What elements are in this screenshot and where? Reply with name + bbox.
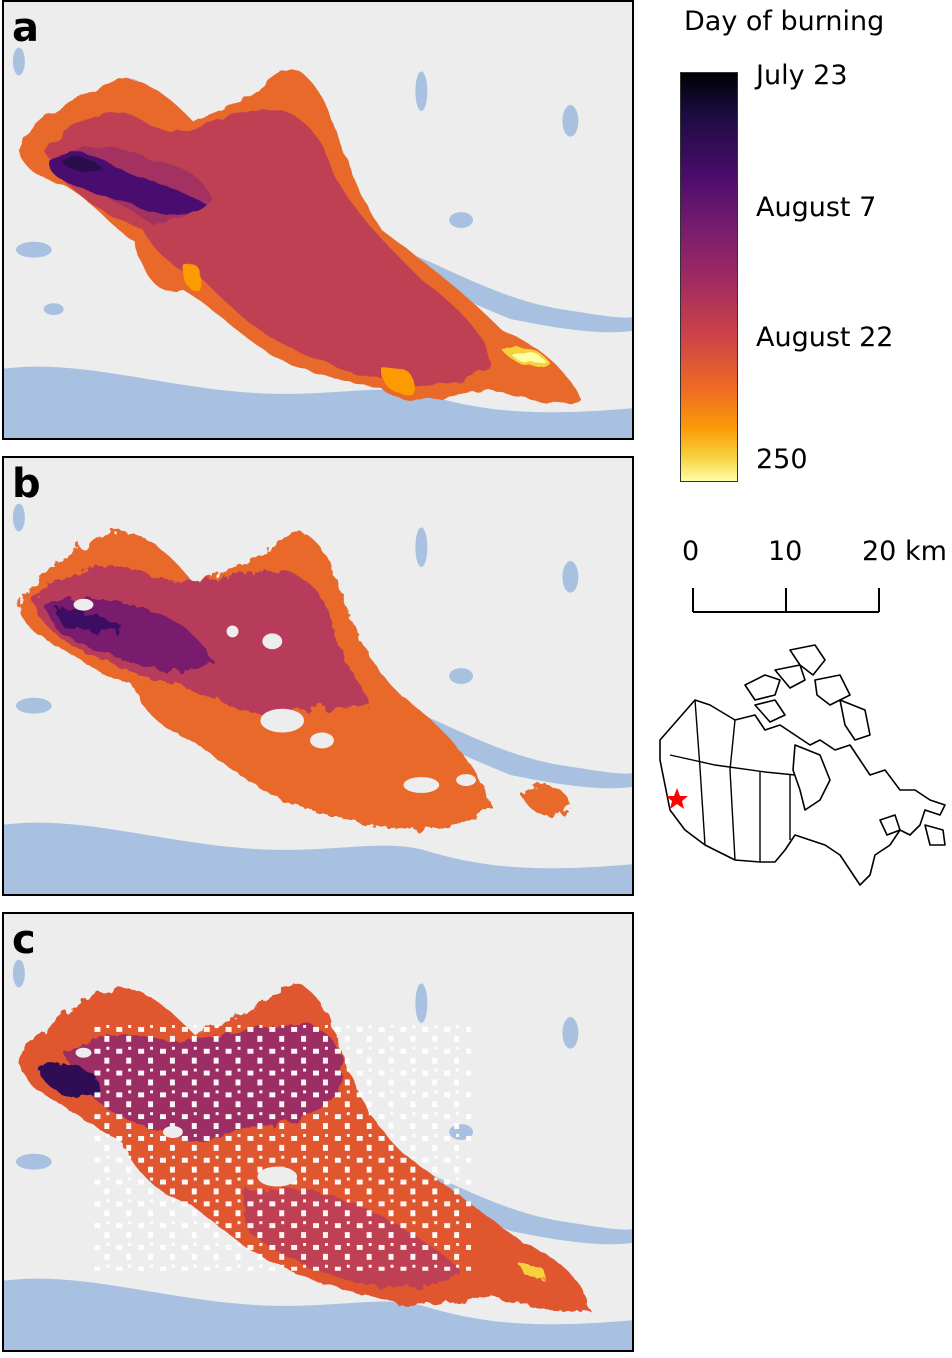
- scale-label-20km: 20 km: [862, 536, 947, 567]
- colorbar-tick-august-22: August 22: [756, 322, 894, 353]
- fire-perimeter-a: [18, 69, 581, 403]
- map-panel-c: c: [2, 912, 634, 1352]
- scale-label-10: 10: [768, 536, 803, 567]
- scale-label-0: 0: [682, 536, 700, 567]
- burn-map-a: [4, 2, 632, 438]
- water-bodies-c: [4, 959, 632, 1350]
- panel-label-b: b: [12, 461, 41, 507]
- unburned-patches-b: [73, 598, 476, 793]
- legend-title: Day of burning: [684, 6, 885, 37]
- map-panel-a: a: [2, 0, 634, 440]
- water-bodies-a: [4, 47, 632, 438]
- fire-location-star: [666, 788, 688, 809]
- fire-perimeter-b: [18, 531, 571, 831]
- colorbar-tick-july-23: July 23: [756, 60, 848, 91]
- map-panel-b: b: [2, 456, 634, 896]
- canada-locator-map: [659, 644, 946, 886]
- panel-label-c: c: [12, 917, 36, 963]
- colorbar-tick-250: 250: [756, 444, 808, 475]
- colorbar: [680, 72, 738, 482]
- panel-label-a: a: [12, 5, 39, 51]
- burn-map-b: [4, 458, 632, 894]
- unburned-patches-c: [93, 1023, 472, 1271]
- scale-bar: [692, 588, 880, 613]
- colorbar-tick-august-7: August 7: [756, 192, 877, 223]
- burn-map-c: [4, 914, 632, 1350]
